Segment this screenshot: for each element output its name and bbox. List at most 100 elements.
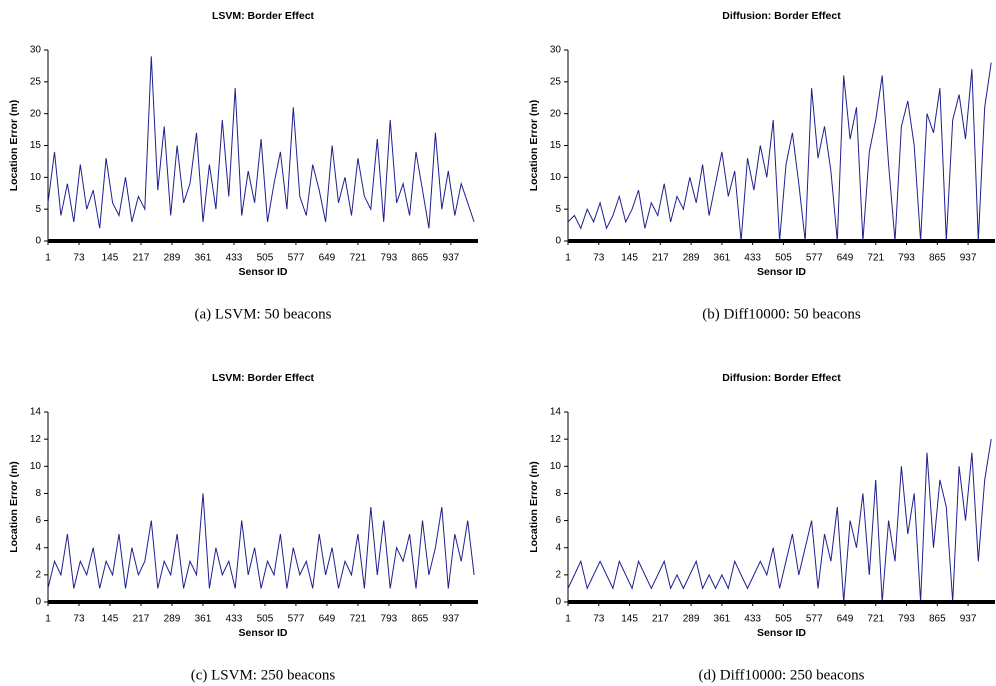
- x-tick-label: 865: [412, 614, 429, 625]
- x-tick-label: 73: [593, 614, 605, 625]
- chart-title: Diffusion: Border Effect: [722, 10, 841, 22]
- y-tick-label: 4: [555, 542, 561, 553]
- x-tick-label: 649: [319, 253, 336, 264]
- x-tick-label: 145: [102, 614, 119, 625]
- x-tick-label: 865: [412, 253, 429, 264]
- y-axis-label: Location Error (m): [528, 461, 540, 553]
- data-line: [567, 439, 992, 603]
- y-axis-label: Location Error (m): [528, 100, 540, 192]
- data-line: [47, 493, 475, 589]
- x-tick-label: 361: [195, 253, 212, 264]
- x-tick-label: 73: [73, 253, 85, 264]
- y-tick-label: 8: [35, 488, 41, 499]
- x-tick-label: 793: [898, 614, 915, 625]
- data-line: [567, 62, 992, 242]
- x-axis-label: Sensor ID: [238, 266, 287, 278]
- x-tick-label: 217: [652, 253, 669, 264]
- x-tick-label: 865: [929, 614, 946, 625]
- x-tick-label: 577: [288, 253, 305, 264]
- x-tick-label: 433: [744, 614, 761, 625]
- x-tick-label: 937: [443, 253, 460, 264]
- y-tick-label: 5: [35, 204, 41, 215]
- y-tick-label: 10: [30, 172, 42, 183]
- x-axis: [568, 600, 995, 604]
- y-tick-label: 14: [550, 407, 562, 418]
- y-axis-label: Location Error (m): [8, 100, 20, 192]
- x-tick-label: 793: [381, 253, 398, 264]
- x-tick-label: 433: [744, 253, 761, 264]
- x-axis: [48, 600, 478, 604]
- y-tick-label: 5: [555, 204, 561, 215]
- x-tick-label: 361: [195, 614, 212, 625]
- y-tick-label: 12: [550, 434, 562, 445]
- y-axis-label: Location Error (m): [8, 461, 20, 553]
- x-tick-label: 505: [257, 253, 274, 264]
- caption: (b) Diff10000: 50 beacons: [702, 306, 861, 322]
- y-tick-label: 0: [555, 236, 561, 247]
- x-tick-label: 433: [226, 253, 243, 264]
- x-tick-label: 577: [806, 253, 823, 264]
- x-tick-label: 289: [683, 614, 700, 625]
- y-tick-label: 25: [30, 76, 42, 87]
- x-tick-label: 793: [898, 253, 915, 264]
- x-tick-label: 145: [102, 253, 119, 264]
- x-tick-label: 145: [621, 614, 638, 625]
- chart-title: LSVM: Border Effect: [212, 10, 315, 22]
- x-tick-label: 505: [775, 614, 792, 625]
- y-tick-label: 30: [550, 45, 562, 56]
- x-tick-label: 649: [319, 614, 336, 625]
- x-tick-label: 937: [960, 614, 977, 625]
- x-tick-label: 1: [565, 253, 571, 264]
- x-tick-label: 1: [565, 614, 571, 625]
- y-tick-label: 14: [30, 407, 42, 418]
- y-tick-label: 0: [35, 597, 41, 608]
- y-tick-label: 2: [35, 569, 41, 580]
- x-axis-label: Sensor ID: [757, 266, 806, 278]
- x-tick-label: 649: [837, 614, 854, 625]
- y-tick-label: 6: [555, 515, 561, 526]
- y-tick-label: 15: [550, 140, 562, 151]
- y-tick-label: 20: [550, 108, 562, 119]
- x-tick-label: 361: [714, 253, 731, 264]
- x-tick-label: 1: [45, 614, 51, 625]
- x-tick-label: 73: [73, 614, 85, 625]
- x-tick-label: 217: [133, 253, 150, 264]
- y-tick-label: 15: [30, 140, 42, 151]
- x-tick-label: 721: [867, 253, 884, 264]
- x-tick-label: 433: [226, 614, 243, 625]
- caption: (a) LSVM: 50 beacons: [194, 306, 331, 322]
- y-tick-label: 0: [555, 597, 561, 608]
- x-tick-label: 577: [806, 614, 823, 625]
- y-tick-label: 0: [35, 236, 41, 247]
- y-tick-label: 30: [30, 45, 42, 56]
- y-tick-label: 25: [550, 76, 562, 87]
- data-line: [47, 56, 475, 229]
- chart-title: Diffusion: Border Effect: [722, 372, 841, 384]
- x-tick-label: 73: [593, 253, 605, 264]
- x-axis-label: Sensor ID: [757, 627, 806, 639]
- x-tick-label: 577: [288, 614, 305, 625]
- y-tick-label: 4: [35, 542, 41, 553]
- x-tick-label: 721: [350, 253, 367, 264]
- y-tick-label: 6: [35, 515, 41, 526]
- x-tick-label: 937: [960, 253, 977, 264]
- x-tick-label: 649: [837, 253, 854, 264]
- y-tick-label: 10: [550, 172, 562, 183]
- x-tick-label: 289: [164, 253, 181, 264]
- caption: (c) LSVM: 250 beacons: [191, 667, 336, 683]
- x-tick-label: 505: [775, 253, 792, 264]
- x-axis: [568, 239, 995, 243]
- x-tick-label: 217: [133, 614, 150, 625]
- x-tick-label: 217: [652, 614, 669, 625]
- x-tick-label: 721: [867, 614, 884, 625]
- x-tick-label: 361: [714, 614, 731, 625]
- y-tick-label: 8: [555, 488, 561, 499]
- x-tick-label: 721: [350, 614, 367, 625]
- chart-title: LSVM: Border Effect: [212, 372, 315, 384]
- x-tick-label: 289: [164, 614, 181, 625]
- caption: (d) Diff10000: 250 beacons: [699, 667, 865, 683]
- y-tick-label: 20: [30, 108, 42, 119]
- x-tick-label: 1: [45, 253, 51, 264]
- y-tick-label: 2: [555, 569, 561, 580]
- y-tick-label: 12: [30, 434, 42, 445]
